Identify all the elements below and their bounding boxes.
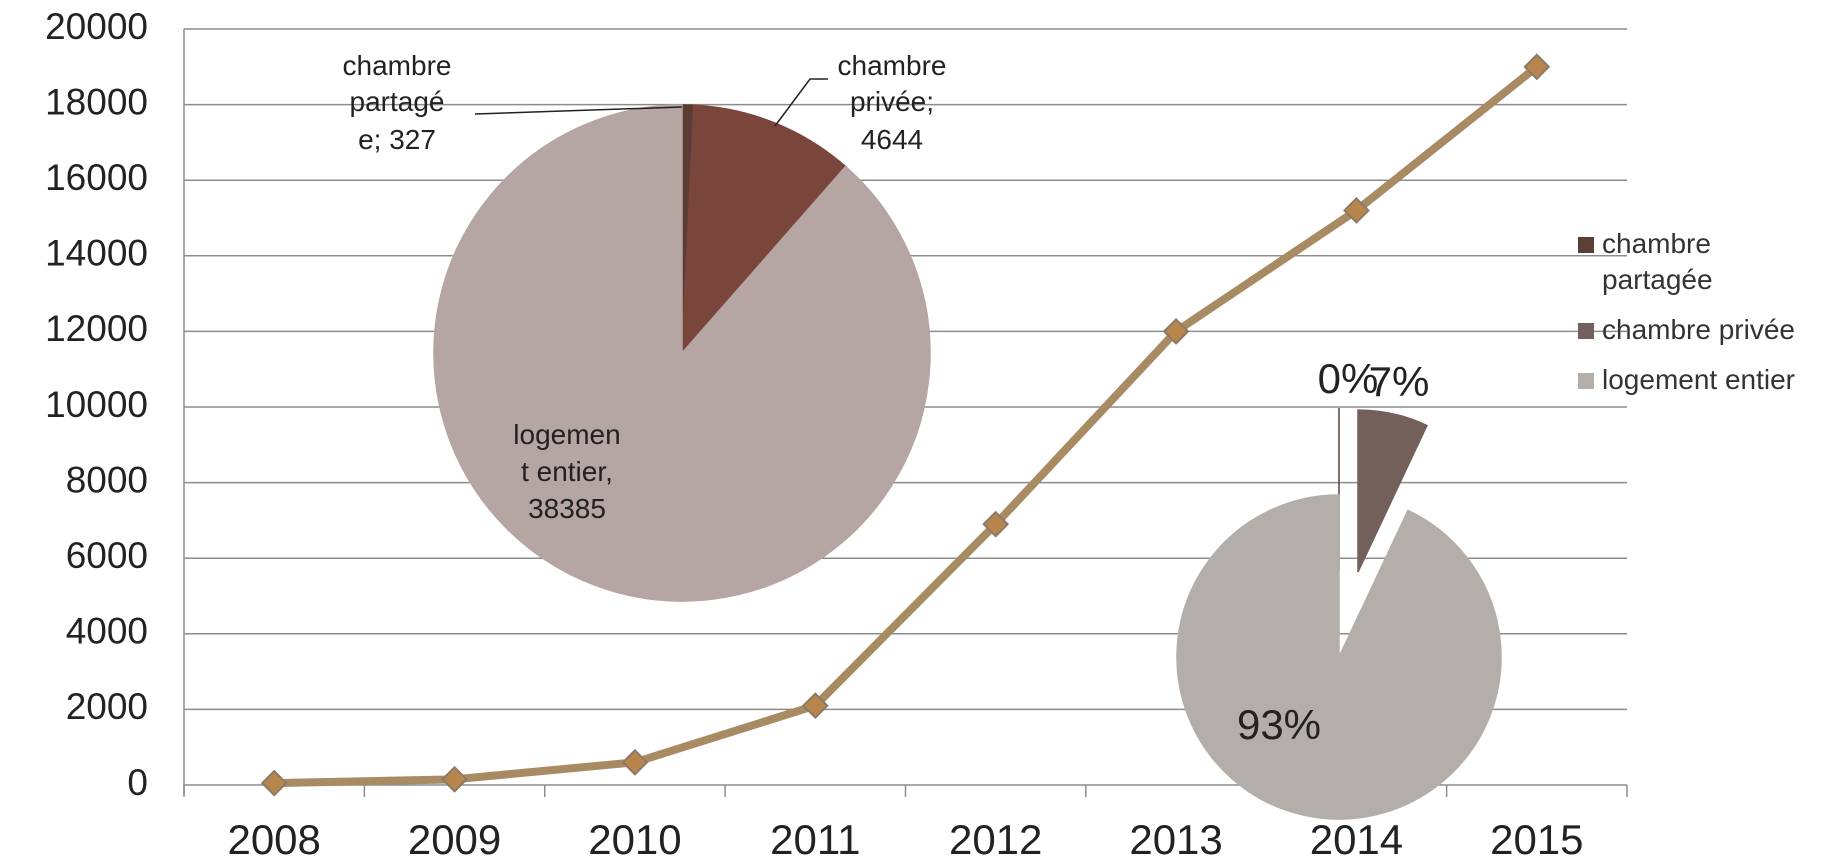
y-tick-label: 2000 xyxy=(66,686,148,727)
marker xyxy=(982,510,1010,538)
leader-line xyxy=(474,106,683,115)
y-tick-label: 20000 xyxy=(45,6,148,47)
legend-label: chambre privée xyxy=(1602,314,1795,345)
y-tick-label: 16000 xyxy=(45,157,148,198)
x-tick-label: 2009 xyxy=(408,816,501,861)
data-label-line: t entier, xyxy=(521,456,613,487)
y-tick-label: 4000 xyxy=(66,611,148,652)
y-tick-label: 6000 xyxy=(66,535,148,576)
x-tick-label: 2010 xyxy=(588,816,681,861)
x-tick-label: 2014 xyxy=(1310,816,1403,861)
legend-label: chambre partagée xyxy=(1602,228,1713,295)
data-label-line: 38385 xyxy=(528,493,606,524)
data-label-line: logemen xyxy=(513,419,620,450)
data-label: logemen t entier, 38385 xyxy=(513,419,620,524)
y-tick-label: 18000 xyxy=(45,81,148,122)
y-tick-label: 10000 xyxy=(45,384,148,425)
data-label: 7% xyxy=(1369,358,1430,405)
pie-slice xyxy=(1357,409,1428,573)
data-label-line: privée; xyxy=(850,86,934,117)
line xyxy=(274,63,1540,788)
marker xyxy=(1162,317,1190,345)
marker xyxy=(621,748,649,776)
leader-line xyxy=(774,78,828,127)
pie-slice xyxy=(681,104,847,356)
pie-slice xyxy=(433,104,931,602)
y-tick-label: 14000 xyxy=(45,233,148,274)
y-tick-label: 8000 xyxy=(66,459,148,500)
legend-item: chambre partagée xyxy=(1578,226,1828,298)
data-label-line: e; 327 xyxy=(358,124,436,155)
legend-swatch xyxy=(1578,323,1594,339)
x-tick-label: 2012 xyxy=(949,816,1042,861)
data-label-line: chambre xyxy=(343,50,452,81)
pie-slice xyxy=(1176,494,1502,820)
legend: chambre partagée chambre privée logement e… xyxy=(1578,226,1828,412)
data-label-line: partagé xyxy=(350,86,445,117)
data-label: chambre privée; 4644 xyxy=(838,50,947,155)
marker xyxy=(801,692,829,720)
legend-item: chambre privée xyxy=(1578,312,1828,348)
y-tick-label: 0 xyxy=(127,762,148,803)
marker xyxy=(1343,197,1370,224)
legend-swatch xyxy=(1578,373,1594,389)
legend-item: logement entier xyxy=(1578,362,1828,398)
legend-label: logement entier xyxy=(1602,364,1796,395)
data-label-line: chambre xyxy=(838,50,947,81)
data-label: 0% xyxy=(1318,355,1379,402)
legend-swatch xyxy=(1578,237,1594,253)
x-tick-label: 2015 xyxy=(1490,816,1583,861)
marker xyxy=(1523,53,1551,81)
data-label-line: 4644 xyxy=(861,124,923,155)
x-tick-label: 2008 xyxy=(227,816,320,861)
marker xyxy=(441,765,468,793)
x-tick-label: 2011 xyxy=(770,816,860,861)
marker xyxy=(260,769,288,797)
data-label: chambre partagé e; 327 xyxy=(343,50,452,155)
x-tick-label: 2013 xyxy=(1129,816,1222,861)
data-label: 93% xyxy=(1237,701,1321,748)
y-tick-label: 12000 xyxy=(45,308,148,349)
